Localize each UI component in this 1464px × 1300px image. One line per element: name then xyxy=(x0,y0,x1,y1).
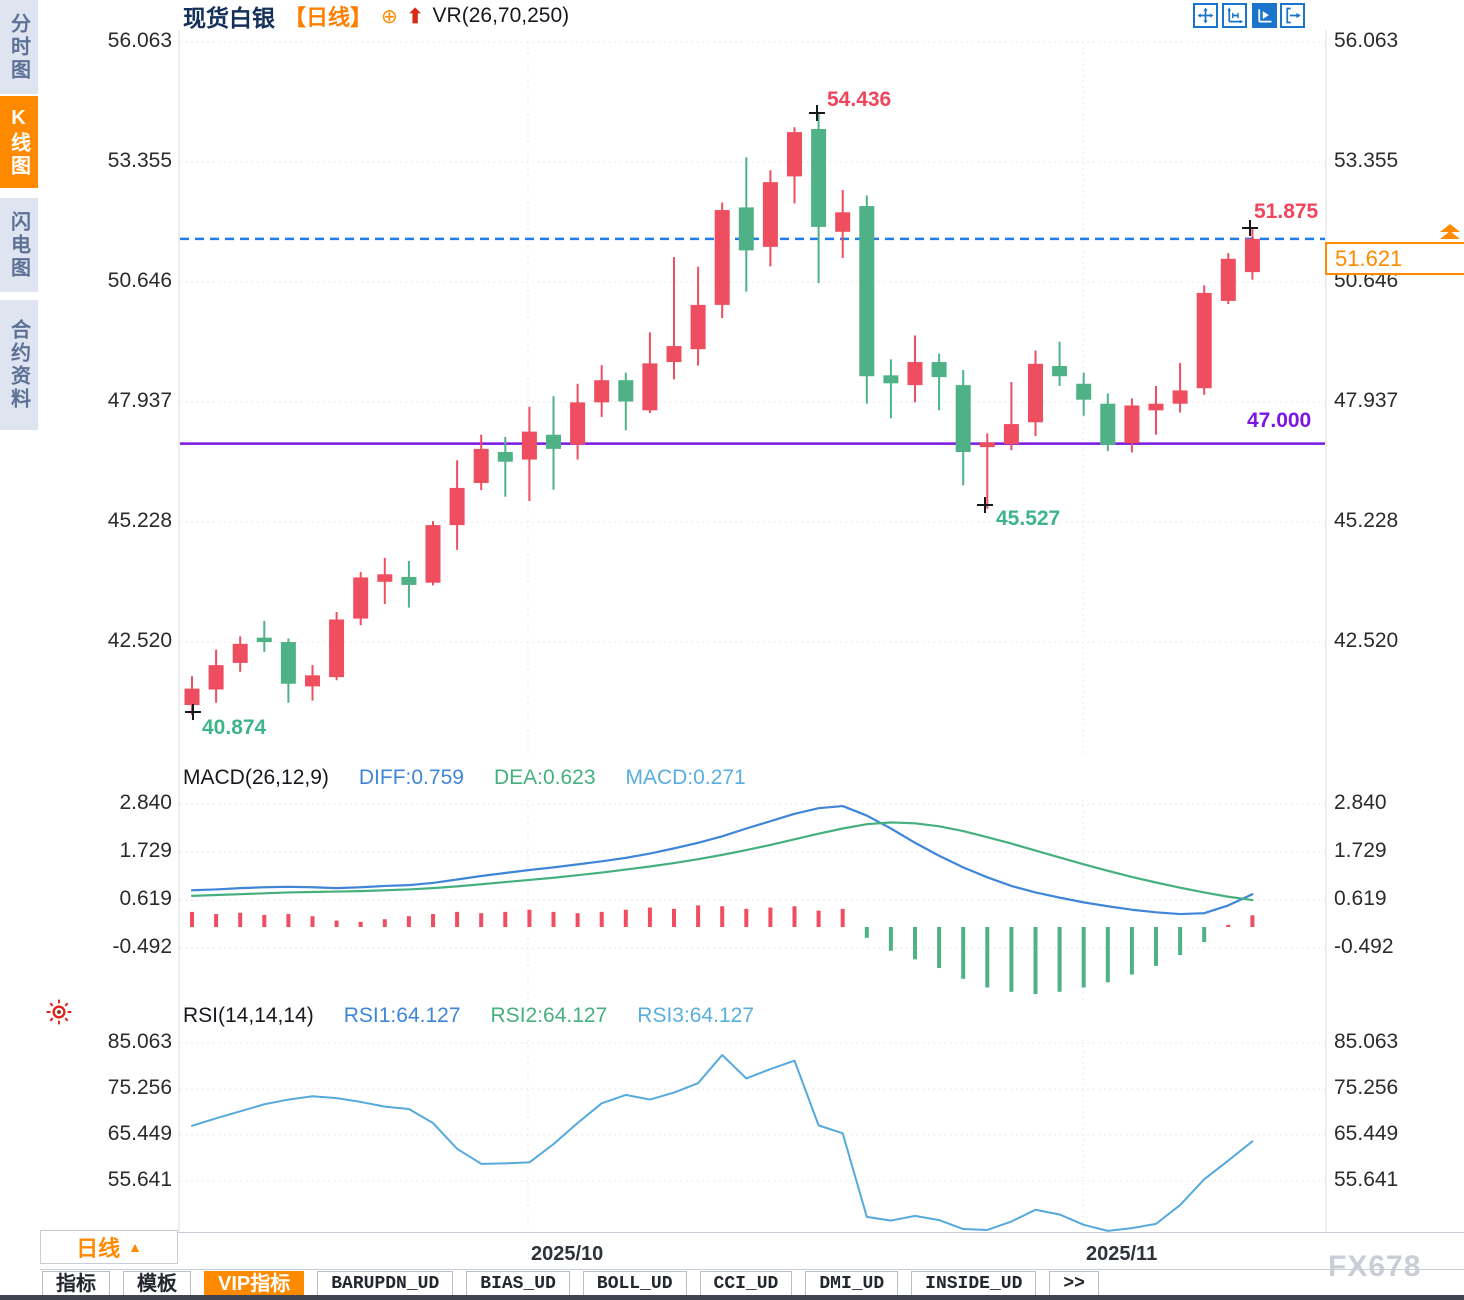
triangle-up-icon: ▲ xyxy=(128,1239,142,1255)
rsi-axis-label-right: 85.063 xyxy=(1334,1030,1399,1053)
price-axis-label-right: 56.063 xyxy=(1334,29,1399,52)
price-annotation-recent-high: 51.875 xyxy=(1254,200,1319,223)
rsi-axis-label-left: 75.256 xyxy=(107,1075,172,1099)
add-indicator-icon[interactable]: ⊕ xyxy=(381,5,398,28)
price-axis-label-left: 53.355 xyxy=(107,148,172,172)
macd-axis-label-left: 1.729 xyxy=(119,839,172,863)
bottom-tab-6[interactable]: BOLL_UD xyxy=(582,1271,687,1298)
up-arrow-icon: ⬆ xyxy=(406,5,424,28)
symbol-title: 现货白银 xyxy=(183,5,275,31)
bottom-tab-8[interactable]: DMI_UD xyxy=(805,1271,899,1298)
price-axis-label-left: 45.228 xyxy=(107,509,172,533)
bottom-strip xyxy=(0,1295,1464,1300)
macd-axis-label-right: 1.729 xyxy=(1334,839,1387,863)
watermark: FX678 xyxy=(1328,1250,1422,1283)
bottom-tab-bar: 指标 模板 VIP指标 BARUPDN_UD BIAS_UD BOLL_UD CCI_UD D… xyxy=(42,1271,1112,1298)
rsi-label-row: RSI(14,14,14) RSI1:64.127 RSI2:64.127 RS… xyxy=(183,1004,754,1028)
x-axis-label-1: 2025/10 xyxy=(531,1243,604,1265)
sidebar: 分时图 K线图闪电图合约资料 xyxy=(0,0,40,1300)
price-axis-label-left: 56.063 xyxy=(107,29,172,52)
macd-hist-value: MACD:0.271 xyxy=(625,766,746,789)
sidebar-item-4[interactable]: 合约资料 xyxy=(0,300,38,430)
collapse-panel-tool-icon[interactable] xyxy=(1280,3,1305,28)
bottom-tab-5[interactable]: BIAS_UD xyxy=(466,1271,570,1298)
macd-dea-value: DEA:0.623 xyxy=(493,766,596,789)
indicator-settings-sun-icon[interactable] xyxy=(44,997,74,1027)
price-annotation-high: 54.436 xyxy=(827,88,892,111)
rsi3-value: RSI3:64.127 xyxy=(637,1004,755,1027)
bottom-tab-2[interactable]: 模板 xyxy=(123,1271,191,1298)
macd-axis-label-left: -0.492 xyxy=(112,935,172,959)
rsi-axis-label-right: 75.256 xyxy=(1334,1075,1399,1099)
rsi-title: RSI(14,14,14) xyxy=(183,1004,314,1027)
rsi-axis-label-right: 55.641 xyxy=(1334,1167,1399,1191)
rsi-axis-label-left: 85.063 xyxy=(107,1030,172,1053)
macd-axis-label-left: 0.619 xyxy=(119,887,172,911)
sidebar-item-1[interactable]: 分时图 xyxy=(0,0,38,94)
macd-diff-value: DIFF:0.759 xyxy=(358,766,464,789)
macd-axis-label-right: 0.619 xyxy=(1334,887,1387,911)
macd-axis-label-right: -0.492 xyxy=(1334,935,1394,959)
sidebar-item-3[interactable]: 闪电图 xyxy=(0,198,38,292)
pan-tool-icon[interactable] xyxy=(1193,3,1218,28)
price-axis-label-right: 47.937 xyxy=(1334,389,1399,413)
price-axis-label-right: 42.520 xyxy=(1334,629,1399,653)
rsi1-value: RSI1:64.127 xyxy=(343,1004,461,1027)
bottom-tab-4[interactable]: BARUPDN_UD xyxy=(317,1271,454,1298)
bottom-tab-1[interactable]: 指标 xyxy=(42,1271,110,1298)
current-price-tag: 51.621 xyxy=(1325,242,1464,275)
rsi-axis-label-left: 55.641 xyxy=(107,1167,172,1191)
price-annotation-start-low: 40.874 xyxy=(202,716,267,739)
macd-axis-label-left: 2.840 xyxy=(119,791,172,815)
axis-play-tool-icon[interactable] xyxy=(1252,3,1277,28)
period-tag: 【日线】 xyxy=(284,5,373,30)
rsi-axis-label-left: 65.449 xyxy=(107,1121,172,1145)
price-axis-label-left: 47.937 xyxy=(107,389,172,413)
macd-label-row: MACD(26,12,9) DIFF:0.759 DEA:0.623 MACD:… xyxy=(183,766,746,790)
price-axis-label-left: 50.646 xyxy=(107,269,172,293)
vr-indicator-label: VR(26,70,250) xyxy=(432,4,570,27)
bottom-tab-9[interactable]: INSIDE_UD xyxy=(911,1271,1037,1298)
price-annotation-support-level: 47.000 xyxy=(1247,409,1312,432)
chart-header: 现货白银 【日线】 ⊕ ⬆ VR(26,70,250) xyxy=(183,2,570,31)
price-axis-label-left: 42.520 xyxy=(107,629,172,653)
rsi-axis-label-right: 65.449 xyxy=(1334,1121,1399,1145)
period-label: 日线 xyxy=(76,1236,121,1261)
price-annotation-swing-low: 45.527 xyxy=(996,507,1061,530)
price-axis-label-right: 45.228 xyxy=(1334,509,1399,533)
axis-range-tool-icon[interactable] xyxy=(1222,3,1247,28)
bottom-tab-3[interactable]: VIP指标 xyxy=(204,1271,305,1298)
period-selector-button[interactable]: 日线 ▲ xyxy=(40,1230,178,1264)
price-axis-label-right: 53.355 xyxy=(1334,148,1399,172)
sidebar-item-2[interactable]: K线图 xyxy=(0,96,38,188)
macd-axis-label-right: 2.840 xyxy=(1334,791,1387,815)
bottom-tab-7[interactable]: CCI_UD xyxy=(699,1271,793,1298)
bottom-tab-10[interactable]: >> xyxy=(1049,1271,1099,1298)
macd-title: MACD(26,12,9) xyxy=(183,766,329,789)
x-axis-label-2: 2025/11 xyxy=(1086,1243,1158,1265)
rsi2-value: RSI2:64.127 xyxy=(490,1004,608,1027)
